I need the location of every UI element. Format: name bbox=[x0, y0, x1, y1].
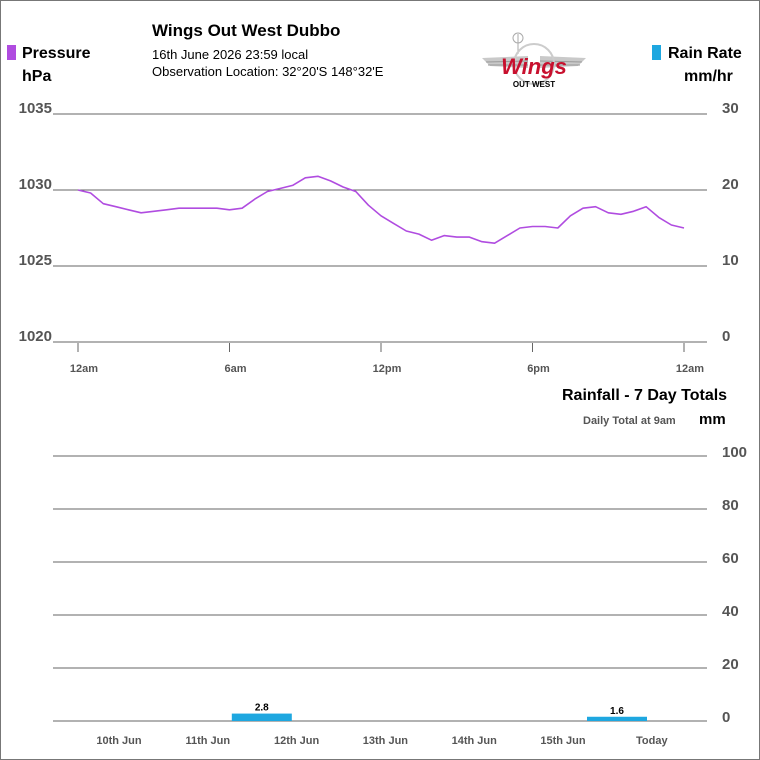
rain-rate-legend-swatch bbox=[652, 45, 661, 60]
logo-text-main: Wings bbox=[501, 54, 567, 79]
rainfall-category-label: 13th Jun bbox=[363, 735, 409, 747]
rain-rate-unit-label: mm/hr bbox=[684, 68, 733, 85]
rainfall-y-tick-label: 80 bbox=[722, 497, 739, 514]
pressure-y-tick-label: 1030 bbox=[19, 176, 52, 193]
windmill-wings-logo: Wings OUT WEST bbox=[482, 32, 586, 89]
time-axis-tick-label: 6pm bbox=[527, 363, 550, 375]
time-axis-tick-label: 6am bbox=[224, 363, 246, 375]
station-title: Wings Out West Dubbo bbox=[152, 21, 341, 40]
rainfall-category-label: 14th Jun bbox=[452, 735, 498, 747]
rainfall-chart-title: Rainfall - 7 Day Totals bbox=[562, 387, 728, 404]
time-axis-tick-label: 12am bbox=[676, 363, 704, 375]
rainfall-bar bbox=[231, 713, 292, 721]
rainfall-bar-label: 2.8 bbox=[255, 703, 269, 714]
rainfall-category-label: Today bbox=[636, 735, 668, 747]
rainfall-y-tick-label: 0 bbox=[722, 709, 730, 726]
pressure-y-tick-label: 1020 bbox=[19, 328, 52, 345]
logo-text-sub: OUT WEST bbox=[513, 80, 555, 89]
rainfall-unit-label: mm bbox=[699, 411, 726, 428]
rain-rate-y-tick-label: 30 bbox=[722, 100, 739, 117]
time-axis-tick-label: 12am bbox=[70, 363, 98, 375]
rainfall-y-tick-label: 40 bbox=[722, 603, 739, 620]
rainfall-bar-label: 1.6 bbox=[610, 706, 624, 717]
rainfall-category-label: 12th Jun bbox=[274, 735, 320, 747]
rainfall-category-label: 11th Jun bbox=[185, 735, 230, 747]
observation-datetime: 16th June 2026 23:59 local bbox=[152, 47, 309, 62]
time-axis-tick-label: 12pm bbox=[373, 363, 402, 375]
rainfall-chart-subtitle: Daily Total at 9am bbox=[583, 415, 676, 427]
rain-rate-y-tick-label: 20 bbox=[722, 176, 739, 193]
rainfall-y-tick-label: 60 bbox=[722, 550, 739, 567]
rainfall-y-tick-label: 100 bbox=[722, 444, 747, 461]
rainfall-y-tick-label: 20 bbox=[722, 656, 739, 673]
pressure-y-tick-label: 1025 bbox=[19, 252, 52, 269]
pressure-chart: 1035 1030 1025 1020 30 20 10 0 12am 6am 12pm 6pm 12a… bbox=[19, 100, 739, 375]
observation-location: Observation Location: 32°20'S 148°32'E bbox=[152, 64, 384, 79]
rainfall-chart: 100 80 60 40 20 0 10th Jun 11th Jun 2.8 12th Jun 1… bbox=[53, 444, 747, 747]
pressure-series-line bbox=[77, 175, 685, 244]
rainfall-category-label: 15th Jun bbox=[540, 735, 586, 747]
rainfall-category-label: 10th Jun bbox=[96, 735, 142, 747]
pressure-y-tick-label: 1035 bbox=[19, 100, 52, 117]
rain-rate-legend-label: Rain Rate bbox=[668, 45, 742, 62]
pressure-legend-swatch bbox=[7, 45, 16, 60]
rain-rate-y-tick-label: 0 bbox=[722, 328, 730, 345]
pressure-unit-label: hPa bbox=[22, 68, 52, 85]
rainfall-bar bbox=[587, 716, 647, 721]
rain-rate-y-tick-label: 10 bbox=[722, 252, 739, 269]
pressure-legend-label: Pressure bbox=[22, 45, 91, 62]
